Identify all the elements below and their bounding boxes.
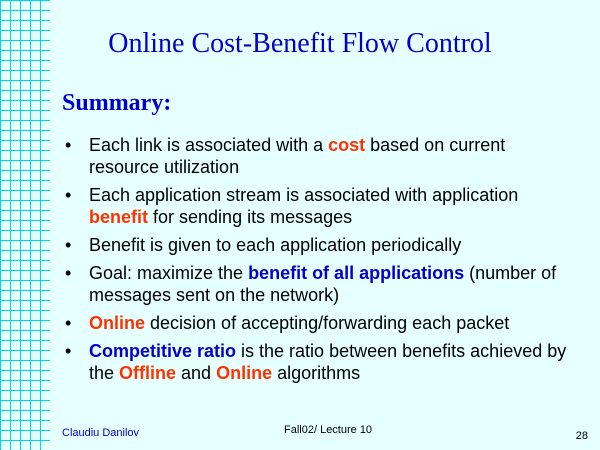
bullet-icon: • (65, 135, 72, 155)
bullet-highlight: Online (216, 363, 273, 383)
bullet-text: decision of accepting/forwarding each pa… (145, 313, 510, 333)
footer-author: Claudiu Danilov (62, 427, 140, 439)
bullet-item: • Each link is associated with a cost ba… (62, 134, 572, 178)
bullet-icon: • (65, 341, 72, 361)
footer-page-number: 28 (575, 430, 588, 442)
bullet-text: Goal: maximize the (89, 263, 249, 283)
slide-subtitle: Summary: (62, 90, 172, 116)
slide-title: Online Cost-Benefit Flow Control (108, 28, 492, 59)
bullet-highlight: Competitive ratio (89, 341, 237, 361)
bullet-text: is the ratio between benefits achieved b… (89, 341, 567, 383)
grid-decoration (0, 0, 50, 450)
bullet-icon: • (65, 185, 72, 205)
bullet-item: • Goal: maximize the benefit of all appl… (62, 262, 572, 306)
footer-course: Fall02/ Lecture 10 (284, 424, 373, 436)
bullet-text: and (176, 363, 217, 383)
bullet-text: Benefit is given to each application per… (89, 235, 462, 255)
bullet-text: (number of messages sent on the network) (89, 263, 557, 305)
bullet-highlight: benefit (89, 207, 149, 227)
bullet-highlight: cost (328, 135, 366, 155)
bullet-text: Each link is associated with a (89, 135, 329, 155)
bullet-item: • Online decision of accepting/forwardin… (62, 312, 572, 334)
bullet-text: algorithms (272, 363, 361, 383)
bullet-text: for sending its messages (148, 207, 353, 227)
bullet-item: • Competitive ratio is the ratio between… (62, 340, 572, 384)
bullet-icon: • (65, 313, 72, 333)
bullet-icon: • (65, 263, 72, 283)
bullet-highlight: Online (89, 313, 146, 333)
bullet-list: • Each link is associated with a cost ba… (62, 134, 572, 390)
bullet-item: • Benefit is given to each application p… (62, 234, 572, 256)
bullet-icon: • (65, 235, 72, 255)
bullet-text: Each application stream is associated wi… (89, 185, 519, 205)
bullet-item: • Each application stream is associated … (62, 184, 572, 228)
bullet-text: based on current resource utilization (89, 135, 506, 177)
bullet-highlight: Offline (119, 363, 177, 383)
bullet-highlight: benefit of all applications (248, 263, 465, 283)
